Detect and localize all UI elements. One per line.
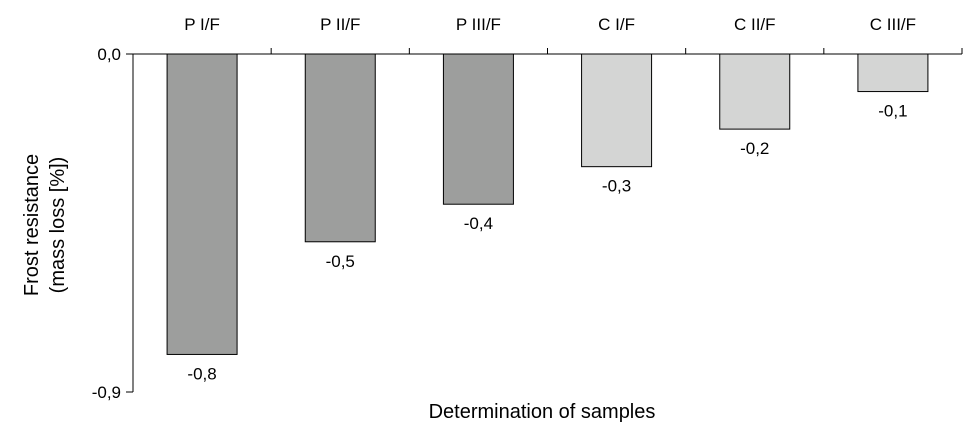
data-label: -0,8 (187, 364, 216, 383)
y-ticks-group: 0,0 -0,9 (92, 45, 133, 402)
bar (857, 53, 929, 93)
bar (442, 53, 514, 205)
data-label: -0,4 (464, 214, 493, 233)
data-labels-group: -0,8 -0,5 -0,4 -0,3 -0,2 -0,1 (187, 102, 907, 384)
y-axis-label-line-2: (mass loss [%]) (47, 157, 69, 294)
bar (581, 53, 653, 168)
axes-group (132, 53, 962, 392)
y-axis-label-line-1: Frost resistance (21, 154, 43, 296)
y-tick-label: 0,0 (97, 45, 121, 64)
category-label: C II/F (734, 15, 776, 34)
category-label: C III/F (870, 15, 916, 34)
data-label: -0,3 (602, 177, 631, 196)
bar (166, 53, 238, 355)
category-label: C I/F (598, 15, 635, 34)
data-label: -0,2 (740, 139, 769, 158)
y-axis-label: Frost resistance (mass loss [%]) (21, 154, 69, 296)
category-labels-group: P I/F P II/F P III/F C I/F C II/F C III/F (184, 15, 916, 34)
x-ticks-group (270, 48, 963, 54)
bar (719, 53, 791, 130)
data-label: -0,1 (878, 102, 907, 121)
bars-group (166, 53, 929, 355)
x-axis-label: Determination of samples (429, 401, 656, 423)
bar (304, 53, 376, 243)
y-tick-label: -0,9 (92, 383, 121, 402)
category-label: P II/F (320, 15, 360, 34)
category-label: P I/F (184, 15, 220, 34)
category-label: P III/F (456, 15, 501, 34)
data-label: -0,5 (326, 252, 355, 271)
